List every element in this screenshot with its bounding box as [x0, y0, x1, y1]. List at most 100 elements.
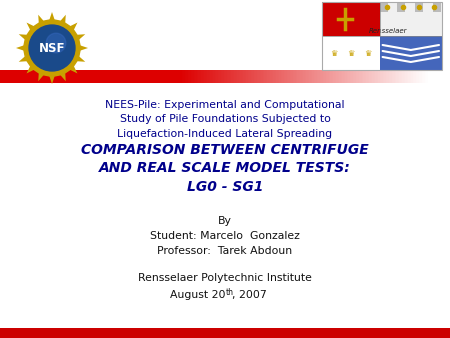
Bar: [244, 70, 246, 83]
Bar: [352, 70, 354, 83]
Bar: [350, 70, 351, 83]
Bar: [44, 70, 45, 83]
Bar: [222, 70, 224, 83]
Bar: [63, 70, 64, 83]
Bar: [202, 70, 204, 83]
Bar: [404, 70, 405, 83]
Bar: [219, 70, 220, 83]
Bar: [261, 70, 262, 83]
Bar: [40, 70, 42, 83]
Bar: [406, 70, 408, 83]
Bar: [224, 70, 225, 83]
Polygon shape: [70, 23, 77, 30]
Polygon shape: [60, 73, 66, 81]
Bar: [418, 70, 420, 83]
Bar: [282, 70, 284, 83]
Bar: [428, 70, 429, 83]
Bar: [442, 70, 444, 83]
Bar: [426, 70, 428, 83]
Bar: [333, 70, 334, 83]
Text: Rensselaer: Rensselaer: [369, 28, 407, 34]
Bar: [378, 70, 379, 83]
Text: , 2007: , 2007: [232, 290, 267, 300]
Bar: [297, 70, 298, 83]
Bar: [152, 70, 153, 83]
Bar: [26, 70, 27, 83]
Bar: [54, 70, 55, 83]
Bar: [170, 70, 171, 83]
Bar: [220, 70, 222, 83]
Bar: [429, 70, 431, 83]
Bar: [267, 70, 269, 83]
Bar: [291, 70, 293, 83]
Bar: [206, 70, 207, 83]
Bar: [262, 70, 264, 83]
Bar: [14, 70, 15, 83]
Bar: [413, 70, 414, 83]
Bar: [260, 70, 261, 83]
Bar: [19, 70, 21, 83]
Bar: [213, 70, 215, 83]
Bar: [216, 70, 217, 83]
Bar: [382, 70, 384, 83]
Bar: [310, 70, 312, 83]
Bar: [69, 70, 71, 83]
Bar: [76, 70, 78, 83]
Bar: [73, 70, 75, 83]
Polygon shape: [76, 34, 85, 40]
Bar: [305, 70, 306, 83]
Polygon shape: [19, 56, 27, 62]
Bar: [431, 70, 432, 83]
Bar: [276, 70, 278, 83]
Bar: [159, 70, 161, 83]
Bar: [289, 70, 291, 83]
Bar: [390, 70, 392, 83]
Bar: [189, 70, 190, 83]
Bar: [57, 70, 58, 83]
Bar: [380, 2, 387, 12]
Text: th: th: [226, 288, 234, 297]
Bar: [253, 70, 255, 83]
Bar: [237, 70, 238, 83]
Bar: [420, 70, 422, 83]
Polygon shape: [70, 66, 77, 73]
Bar: [86, 70, 87, 83]
Bar: [258, 70, 260, 83]
Bar: [217, 70, 219, 83]
Bar: [432, 70, 433, 83]
Bar: [33, 70, 35, 83]
Bar: [273, 70, 274, 83]
Bar: [240, 70, 242, 83]
Bar: [179, 70, 180, 83]
Bar: [105, 70, 107, 83]
Bar: [287, 70, 288, 83]
Bar: [274, 70, 276, 83]
Bar: [36, 70, 37, 83]
Bar: [342, 70, 343, 83]
Bar: [415, 2, 423, 12]
Bar: [156, 70, 157, 83]
Bar: [348, 70, 350, 83]
Bar: [346, 70, 348, 83]
Bar: [32, 70, 33, 83]
Bar: [338, 70, 339, 83]
Bar: [264, 70, 266, 83]
Bar: [300, 70, 302, 83]
Bar: [320, 70, 321, 83]
Bar: [118, 70, 120, 83]
Bar: [60, 70, 62, 83]
Bar: [194, 70, 195, 83]
Bar: [334, 70, 336, 83]
Bar: [141, 70, 143, 83]
Bar: [28, 70, 30, 83]
Bar: [181, 70, 183, 83]
Circle shape: [24, 20, 80, 76]
Bar: [393, 70, 395, 83]
Bar: [62, 70, 63, 83]
Bar: [104, 70, 105, 83]
Bar: [298, 70, 300, 83]
Bar: [256, 70, 258, 83]
Bar: [372, 70, 374, 83]
Text: ♛: ♛: [347, 48, 355, 57]
Bar: [99, 70, 100, 83]
